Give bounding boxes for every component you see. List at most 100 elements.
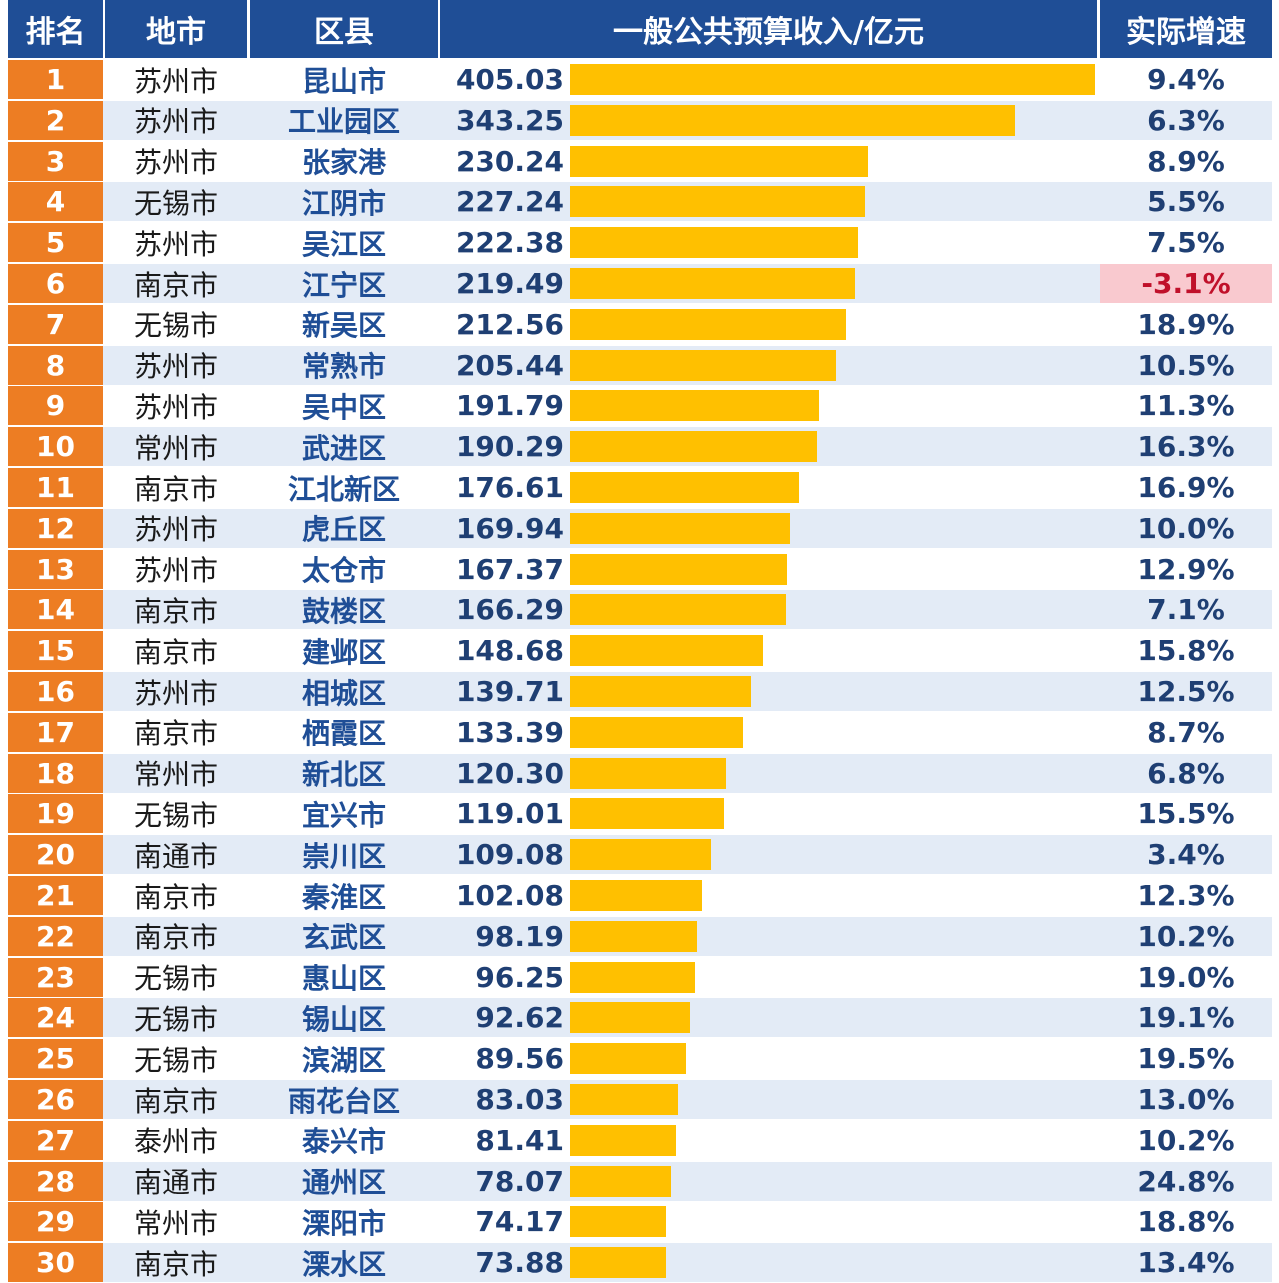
revenue-bar bbox=[570, 635, 763, 667]
revenue-value-label: 89.56 bbox=[475, 1042, 564, 1076]
growth-cell: 15.5% bbox=[1137, 797, 1235, 831]
city-cell: 无锡市 bbox=[133, 1043, 218, 1077]
growth-cell: 10.2% bbox=[1137, 1123, 1235, 1157]
city-cell: 常州市 bbox=[133, 431, 218, 465]
table-row: 16 苏州市 相城区 139.71 12.5% bbox=[8, 672, 1272, 711]
growth-cell: -3.1% bbox=[1100, 264, 1272, 303]
revenue-bar bbox=[570, 431, 817, 463]
table-row: 2 苏州市 工业园区 343.25 6.3% bbox=[8, 100, 1272, 140]
revenue-bar bbox=[570, 472, 799, 503]
county-cell: 吴中区 bbox=[301, 390, 386, 424]
table-row: 30 南京市 溧水区 73.88 13.4% bbox=[8, 1243, 1272, 1283]
rank-cell: 3 bbox=[8, 141, 103, 181]
table-row: 29 常州市 溧阳市 74.17 18.8% bbox=[8, 1202, 1272, 1242]
revenue-value-label: 190.29 bbox=[455, 430, 564, 464]
growth-cell: 15.8% bbox=[1137, 634, 1235, 668]
rank-cell: 20 bbox=[8, 835, 103, 875]
revenue-value-label: 191.79 bbox=[455, 389, 564, 423]
revenue-value-label: 78.07 bbox=[475, 1164, 564, 1198]
revenue-bar bbox=[570, 64, 1095, 95]
revenue-value-label: 92.62 bbox=[475, 1001, 564, 1035]
county-cell: 惠山区 bbox=[301, 962, 386, 996]
revenue-value-label: 169.94 bbox=[455, 511, 564, 545]
revenue-value-label: 109.08 bbox=[455, 838, 564, 872]
revenue-value-label: 81.41 bbox=[475, 1123, 564, 1157]
city-cell: 南京市 bbox=[133, 594, 218, 628]
rank-cell: 28 bbox=[8, 1161, 103, 1201]
rank-cell: 18 bbox=[8, 753, 103, 793]
table-row: 28 南通市 通州区 78.07 24.8% bbox=[8, 1161, 1272, 1201]
rank-cell: 5 bbox=[8, 223, 103, 263]
rank-cell: 10 bbox=[8, 427, 103, 467]
revenue-value-label: 83.03 bbox=[475, 1083, 564, 1116]
city-cell: 苏州市 bbox=[133, 350, 218, 384]
rank-cell: 4 bbox=[8, 182, 103, 222]
revenue-value-label: 219.49 bbox=[455, 267, 564, 300]
table-row: 20 南通市 崇川区 109.08 3.4% bbox=[8, 835, 1272, 875]
revenue-bar bbox=[570, 716, 743, 748]
growth-cell: 9.4% bbox=[1147, 63, 1225, 96]
table-row: 8 苏州市 常熟市 205.44 10.5% bbox=[8, 345, 1272, 385]
county-cell: 锡山区 bbox=[301, 1002, 386, 1036]
revenue-value-label: 167.37 bbox=[455, 552, 564, 586]
rank-cell: 11 bbox=[8, 468, 103, 507]
county-cell: 玄武区 bbox=[301, 921, 386, 955]
table-row: 17 南京市 栖霞区 133.39 8.7% bbox=[8, 712, 1272, 752]
revenue-bar bbox=[570, 1165, 672, 1197]
header-county: 区县 bbox=[250, 0, 438, 58]
rank-cell: 7 bbox=[8, 304, 103, 344]
growth-cell: 12.9% bbox=[1137, 552, 1235, 586]
city-cell: 苏州市 bbox=[133, 105, 218, 139]
city-cell: 南京市 bbox=[133, 717, 218, 751]
table-row: 1 苏州市 昆山市 405.03 9.4% bbox=[8, 60, 1272, 99]
revenue-bar bbox=[570, 186, 865, 218]
rank-cell: 15 bbox=[8, 631, 103, 671]
table-row: 10 常州市 武进区 190.29 16.3% bbox=[8, 427, 1272, 467]
county-cell: 崇川区 bbox=[301, 839, 386, 873]
rank-cell: 16 bbox=[8, 672, 103, 711]
growth-cell: 3.4% bbox=[1147, 838, 1225, 872]
revenue-bar bbox=[570, 1084, 678, 1115]
growth-cell: 12.3% bbox=[1137, 879, 1235, 912]
revenue-bar bbox=[570, 1043, 687, 1075]
county-cell: 张家港 bbox=[301, 146, 386, 180]
table-row: 14 南京市 鼓楼区 166.29 7.1% bbox=[8, 590, 1272, 630]
revenue-value-label: 230.24 bbox=[455, 144, 564, 178]
revenue-bar bbox=[570, 1247, 666, 1279]
revenue-value-label: 343.25 bbox=[455, 103, 564, 137]
table-row: 6 南京市 江宁区 219.49 -3.1% bbox=[8, 264, 1272, 303]
table-row: 7 无锡市 新吴区 212.56 18.9% bbox=[8, 304, 1272, 344]
county-cell: 新吴区 bbox=[301, 309, 386, 343]
revenue-bar bbox=[570, 553, 787, 585]
revenue-value-label: 74.17 bbox=[475, 1205, 564, 1239]
growth-cell: 7.1% bbox=[1147, 593, 1225, 627]
county-cell: 雨花台区 bbox=[287, 1084, 400, 1118]
revenue-value-label: 176.61 bbox=[455, 471, 564, 504]
city-cell: 南通市 bbox=[133, 839, 218, 873]
revenue-bar bbox=[570, 1206, 667, 1238]
revenue-value-label: 405.03 bbox=[455, 63, 564, 96]
growth-cell: 11.3% bbox=[1137, 389, 1235, 423]
rank-cell: 19 bbox=[8, 794, 103, 834]
city-cell: 无锡市 bbox=[133, 1002, 218, 1036]
city-cell: 常州市 bbox=[133, 758, 218, 792]
rank-cell: 14 bbox=[8, 590, 103, 630]
county-cell: 滨湖区 bbox=[301, 1043, 386, 1077]
city-cell: 苏州市 bbox=[133, 513, 218, 547]
county-cell: 武进区 bbox=[301, 431, 386, 465]
county-cell: 江北新区 bbox=[287, 472, 400, 506]
header-growth: 实际增速 bbox=[1100, 0, 1272, 58]
growth-cell: 8.7% bbox=[1147, 715, 1225, 749]
rank-cell: 2 bbox=[8, 100, 103, 140]
revenue-bar bbox=[570, 390, 819, 422]
rank-cell: 29 bbox=[8, 1202, 103, 1242]
table-row: 25 无锡市 滨湖区 89.56 19.5% bbox=[8, 1039, 1272, 1079]
city-cell: 南京市 bbox=[133, 635, 218, 669]
header-revenue: 一般公共预算收入/亿元 bbox=[440, 0, 1097, 58]
city-cell: 南京市 bbox=[133, 880, 218, 914]
county-cell: 泰兴市 bbox=[301, 1125, 386, 1159]
table-row: 19 无锡市 宜兴市 119.01 15.5% bbox=[8, 794, 1272, 834]
rank-cell: 24 bbox=[8, 998, 103, 1038]
revenue-value-label: 96.25 bbox=[475, 960, 564, 994]
city-cell: 南京市 bbox=[133, 472, 218, 506]
